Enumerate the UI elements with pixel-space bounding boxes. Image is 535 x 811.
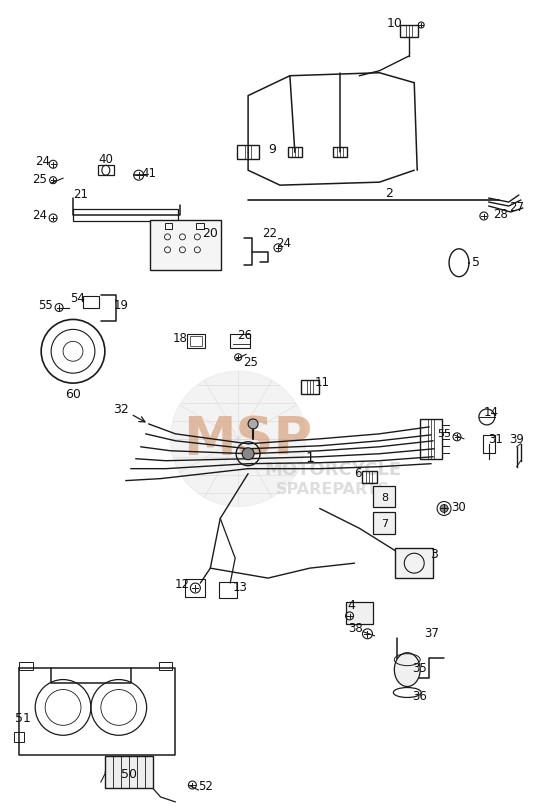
Bar — [362, 471, 377, 483]
Circle shape — [440, 505, 448, 513]
Bar — [483, 436, 495, 453]
Text: 24: 24 — [277, 237, 292, 250]
Text: 39: 39 — [509, 433, 524, 446]
Text: 25: 25 — [243, 355, 257, 368]
Bar — [230, 335, 250, 349]
Bar — [333, 148, 347, 158]
Text: 26: 26 — [238, 328, 253, 341]
Bar — [98, 166, 114, 176]
Ellipse shape — [394, 653, 420, 687]
Bar — [105, 756, 152, 788]
Text: 32: 32 — [113, 403, 128, 416]
Circle shape — [248, 419, 258, 429]
Text: 31: 31 — [488, 433, 503, 446]
Bar — [196, 224, 204, 230]
Text: 55: 55 — [437, 428, 451, 438]
Text: 37: 37 — [424, 627, 439, 640]
Bar — [165, 224, 172, 230]
Text: 30: 30 — [452, 500, 467, 513]
Text: 18: 18 — [173, 332, 188, 345]
Bar — [420, 419, 442, 459]
Text: 22: 22 — [263, 227, 278, 240]
Bar — [190, 337, 202, 347]
Bar — [219, 582, 237, 599]
Bar — [19, 662, 33, 670]
Text: 6: 6 — [354, 466, 361, 479]
Text: 55: 55 — [38, 298, 52, 311]
Bar — [301, 380, 319, 395]
Text: 7: 7 — [381, 519, 388, 529]
Bar — [395, 548, 433, 578]
Circle shape — [242, 448, 254, 460]
Text: 19: 19 — [113, 298, 128, 311]
Text: 8: 8 — [381, 492, 388, 502]
Bar — [187, 335, 205, 349]
Bar — [83, 296, 99, 308]
Bar — [237, 146, 259, 160]
Text: 5: 5 — [472, 256, 480, 269]
Text: 25: 25 — [32, 173, 47, 186]
Bar — [186, 579, 205, 597]
Text: 51: 51 — [16, 711, 31, 724]
Bar — [346, 603, 373, 624]
Text: 3: 3 — [430, 547, 438, 560]
Text: MOTORCYCLE: MOTORCYCLE — [264, 460, 401, 478]
Text: 24: 24 — [35, 155, 50, 168]
Bar — [288, 148, 302, 158]
Text: 9: 9 — [268, 143, 276, 156]
Bar — [373, 486, 395, 508]
Circle shape — [171, 371, 306, 507]
Text: 11: 11 — [314, 375, 329, 388]
Text: 14: 14 — [483, 406, 498, 419]
Text: 60: 60 — [65, 387, 81, 400]
Bar — [400, 26, 418, 38]
Text: 27: 27 — [509, 200, 524, 213]
Text: SPAREPARTS: SPAREPARTS — [276, 482, 389, 496]
Text: 41: 41 — [141, 166, 156, 179]
Text: 21: 21 — [73, 187, 88, 200]
Text: 20: 20 — [202, 227, 218, 240]
Text: 54: 54 — [71, 292, 86, 305]
Bar — [373, 513, 395, 534]
Text: 1: 1 — [305, 450, 314, 464]
Text: 4: 4 — [348, 599, 355, 611]
Bar — [158, 662, 172, 670]
Bar — [73, 210, 179, 221]
Text: 13: 13 — [233, 580, 248, 593]
Bar — [14, 732, 24, 742]
Text: 40: 40 — [98, 152, 113, 165]
Text: 28: 28 — [493, 208, 508, 221]
Text: 52: 52 — [198, 779, 213, 792]
Text: 10: 10 — [386, 18, 402, 31]
Text: 12: 12 — [175, 577, 190, 590]
Text: MSP: MSP — [184, 414, 312, 466]
Text: 2: 2 — [385, 187, 393, 200]
Bar — [150, 221, 221, 270]
Text: 36: 36 — [412, 689, 426, 702]
Text: 50: 50 — [121, 766, 137, 779]
Text: 38: 38 — [348, 621, 363, 634]
Text: 35: 35 — [412, 661, 426, 674]
Text: 24: 24 — [32, 209, 47, 222]
